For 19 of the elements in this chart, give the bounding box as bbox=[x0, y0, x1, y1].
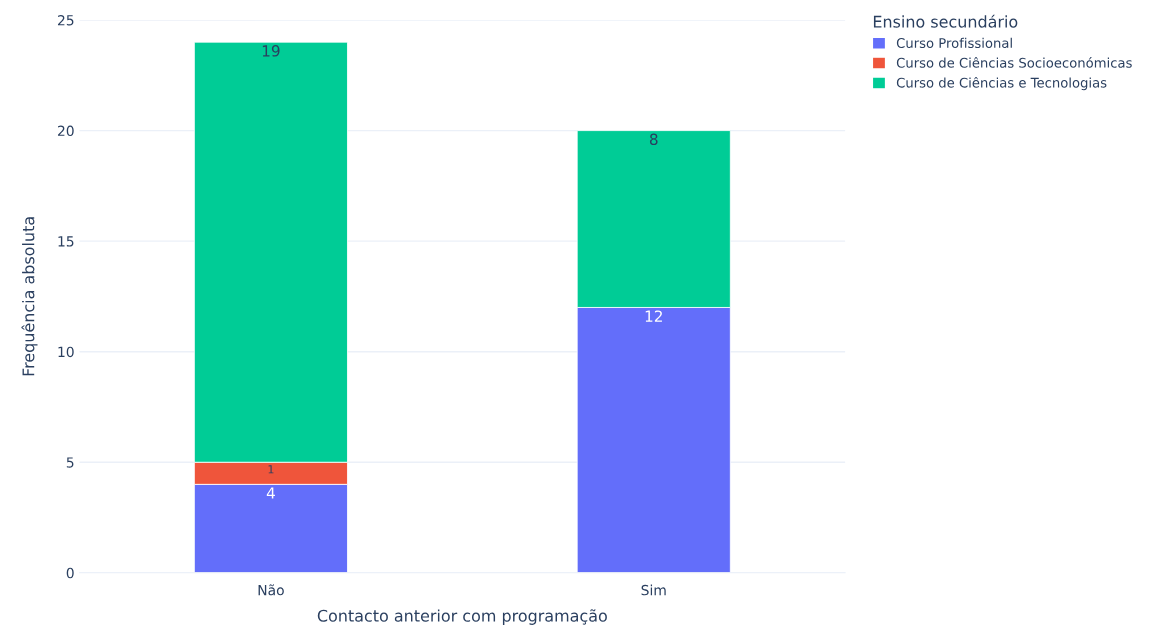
legend-title: Ensino secundário bbox=[873, 14, 1018, 28]
legend-label: Curso Profissional bbox=[896, 37, 1012, 48]
legend-label: Curso de Ciências e Tecnologias bbox=[896, 76, 1107, 91]
legend-label: Curso de Ciências Socioeconómicas bbox=[896, 57, 1132, 68]
x-axis-title: Contacto anterior com programação bbox=[317, 609, 607, 625]
data-label: 4 bbox=[266, 487, 275, 499]
data-label: 12 bbox=[645, 310, 662, 322]
data-label: 8 bbox=[649, 133, 658, 146]
y-tick-label: 5 bbox=[66, 457, 74, 468]
y-tick-label: 0 bbox=[66, 567, 74, 579]
y-tick-label: 25 bbox=[57, 15, 74, 26]
x-tick-label: Não bbox=[258, 584, 284, 596]
y-axis-title: Frequência absoluta bbox=[21, 217, 38, 376]
x-tick-label: Sim bbox=[641, 584, 666, 596]
data-label: 19 bbox=[262, 45, 280, 57]
y-tick-label: 20 bbox=[57, 125, 74, 137]
y-tick-label: 15 bbox=[58, 236, 74, 247]
y-tick-label: 10 bbox=[58, 346, 74, 358]
data-label: 1 bbox=[268, 465, 274, 474]
